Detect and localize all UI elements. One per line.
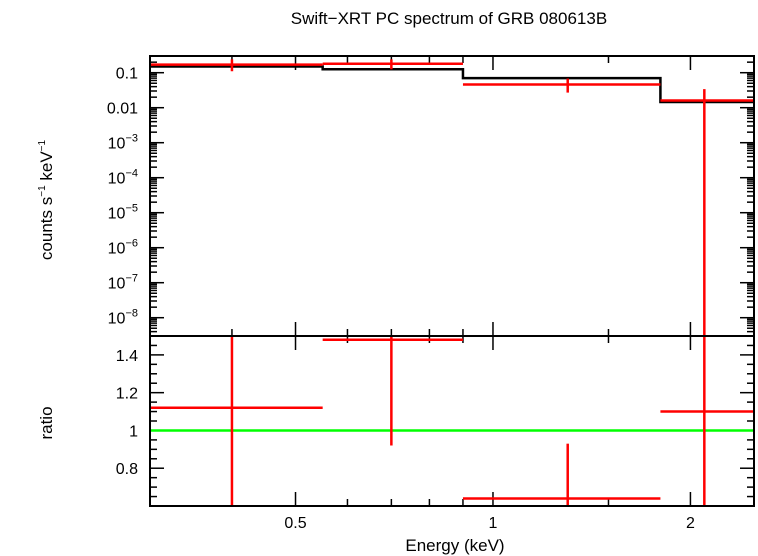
model-step-line <box>150 65 754 104</box>
y-tick-label: 10−5 <box>108 203 138 223</box>
ratio-point <box>660 336 754 506</box>
y-tick-label: 10−6 <box>108 238 138 258</box>
ylabel-part: keV <box>37 151 56 186</box>
x-axis-title: Energy (keV) <box>405 536 504 555</box>
tick-exponent: −3 <box>125 133 138 145</box>
x-tick-label: 2 <box>686 515 695 532</box>
bottom-y-axis-title: ratio <box>37 406 56 439</box>
data-point <box>660 89 754 336</box>
y-tick-label: 0.1 <box>116 66 138 83</box>
y-tick-label: 10−3 <box>108 133 138 153</box>
tick-exponent: −6 <box>125 238 138 250</box>
data-point <box>150 59 323 72</box>
chart-title: Swift−XRT PC spectrum of GRB 080613B <box>291 9 607 28</box>
y-tick-label: 10−8 <box>108 308 138 328</box>
top-y-axis-title-text: counts s−1 keV−1 <box>37 139 56 260</box>
y-tick-label: 1.4 <box>116 348 138 365</box>
ratio-point <box>150 336 323 506</box>
tick-mantissa: 10 <box>108 276 126 293</box>
ylabel-part: counts s <box>37 197 56 260</box>
tick-mantissa: 10 <box>108 171 126 188</box>
tick-exponent: −5 <box>125 203 138 215</box>
ylabel-superscript: −1 <box>37 185 48 197</box>
ratio-point <box>462 443 661 506</box>
y-tick-label: 1.2 <box>116 386 138 403</box>
tick-exponent: −4 <box>125 168 138 180</box>
ylabel-superscript: −1 <box>37 139 48 151</box>
tick-exponent: −8 <box>125 308 138 320</box>
data-point <box>462 78 661 93</box>
y-tick-label: 0.8 <box>116 461 138 478</box>
y-tick-label: 0.01 <box>107 101 138 118</box>
tick-mantissa: 10 <box>108 206 126 223</box>
x-tick-label: 1 <box>489 515 498 532</box>
tick-mantissa: 10 <box>108 241 126 258</box>
tick-exponent: −7 <box>125 273 138 285</box>
ratio-panel: 0.8 1 1.2 1.4 0.5 1 2 <box>116 335 755 532</box>
y-tick-label: 10−4 <box>108 168 138 188</box>
x-tick-label: 0.5 <box>284 515 306 532</box>
tick-mantissa: 10 <box>108 311 126 328</box>
data-point <box>322 59 463 70</box>
y-tick-label: 10−7 <box>108 273 138 293</box>
ratio-point <box>322 336 463 446</box>
ratio-panel-frame <box>149 335 755 507</box>
spectrum-panel-frame <box>149 55 755 337</box>
top-y-axis-title: counts s−1 keV−1 <box>37 139 56 260</box>
y-tick-label: 1 <box>129 423 138 440</box>
tick-mantissa: 10 <box>108 136 126 153</box>
